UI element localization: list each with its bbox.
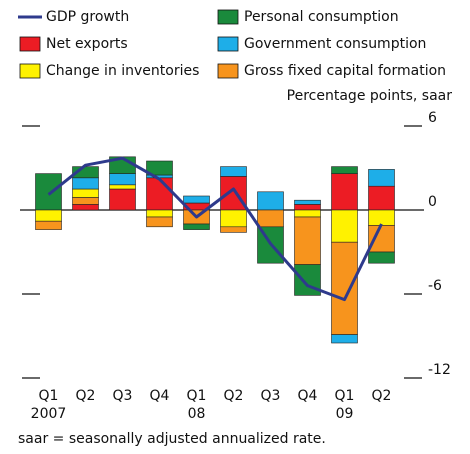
bar-segment xyxy=(72,177,99,190)
bar-segment xyxy=(109,188,136,211)
legend-swatch xyxy=(217,9,239,25)
bar-segment xyxy=(35,173,62,211)
x-tick-label: Q2 xyxy=(224,388,244,404)
bar-segment xyxy=(368,169,395,187)
bar-segment xyxy=(72,197,99,205)
bar-segment xyxy=(109,173,136,186)
x-tick-label: Q1 xyxy=(335,388,355,404)
bar-segment xyxy=(368,209,395,226)
legend-label: Net exports xyxy=(46,36,128,52)
x-year-label: 09 xyxy=(336,406,354,422)
bar-segment xyxy=(368,225,395,253)
x-year-label: 08 xyxy=(188,406,206,422)
legend-label: Government consumption xyxy=(244,36,426,52)
legend-swatch xyxy=(19,63,41,79)
bar-segment xyxy=(220,226,247,233)
x-tick-label: Q3 xyxy=(113,388,133,404)
bar-segment xyxy=(220,209,247,228)
footnote: saar = seasonally adjusted annualized ra… xyxy=(18,431,326,447)
bar-segment xyxy=(368,185,395,211)
bar-segment xyxy=(331,241,358,335)
legend-label: Personal consumption xyxy=(244,9,399,25)
bar-segment xyxy=(294,216,321,265)
x-tick-label: Q4 xyxy=(150,388,170,404)
legend-label: Gross fixed capital formation xyxy=(244,63,446,79)
x-tick-label: Q4 xyxy=(298,388,318,404)
y-tick-label: -6 xyxy=(428,278,442,294)
legend-label: GDP growth xyxy=(46,9,129,25)
x-tick-label: Q2 xyxy=(372,388,392,404)
bar-segment xyxy=(331,334,358,344)
y-tick-label: -12 xyxy=(428,362,451,378)
bar-segment xyxy=(331,209,358,243)
bar-segment xyxy=(294,199,321,205)
legend-swatch xyxy=(217,63,239,79)
bar-segment xyxy=(368,251,395,264)
legend-swatch xyxy=(19,36,41,52)
bar-segment xyxy=(294,264,321,296)
bar-segment xyxy=(257,191,284,211)
bar-segment xyxy=(35,220,62,230)
x-year-label: 2007 xyxy=(31,406,67,422)
bar-segment xyxy=(72,188,99,198)
bar-segment xyxy=(294,209,321,218)
bar-segment xyxy=(72,204,99,211)
x-tick-label: Q1 xyxy=(39,388,59,404)
bar-segment xyxy=(35,209,62,222)
gdp-line xyxy=(47,156,383,302)
bar-segment xyxy=(220,166,247,177)
x-tick-label: Q2 xyxy=(76,388,96,404)
legend-label: Change in inventories xyxy=(46,63,199,79)
y-tick-label: 6 xyxy=(428,110,437,126)
bar-segment xyxy=(109,184,136,190)
x-tick-label: Q1 xyxy=(187,388,207,404)
bar-segment xyxy=(146,177,173,211)
y-tick-label: 0 xyxy=(428,194,437,210)
bar-segment xyxy=(183,195,210,204)
axis-label: Percentage points, saar xyxy=(287,88,453,104)
bar-segment xyxy=(183,223,210,230)
bar-segment xyxy=(331,166,358,174)
legend-swatch xyxy=(217,36,239,52)
bar-segment xyxy=(146,209,173,218)
bar-segment xyxy=(331,173,358,211)
bar-segment xyxy=(294,204,321,211)
bar-segment xyxy=(146,216,173,228)
bar-segment xyxy=(257,209,284,228)
x-tick-label: Q3 xyxy=(261,388,281,404)
bar-segment xyxy=(146,160,173,176)
